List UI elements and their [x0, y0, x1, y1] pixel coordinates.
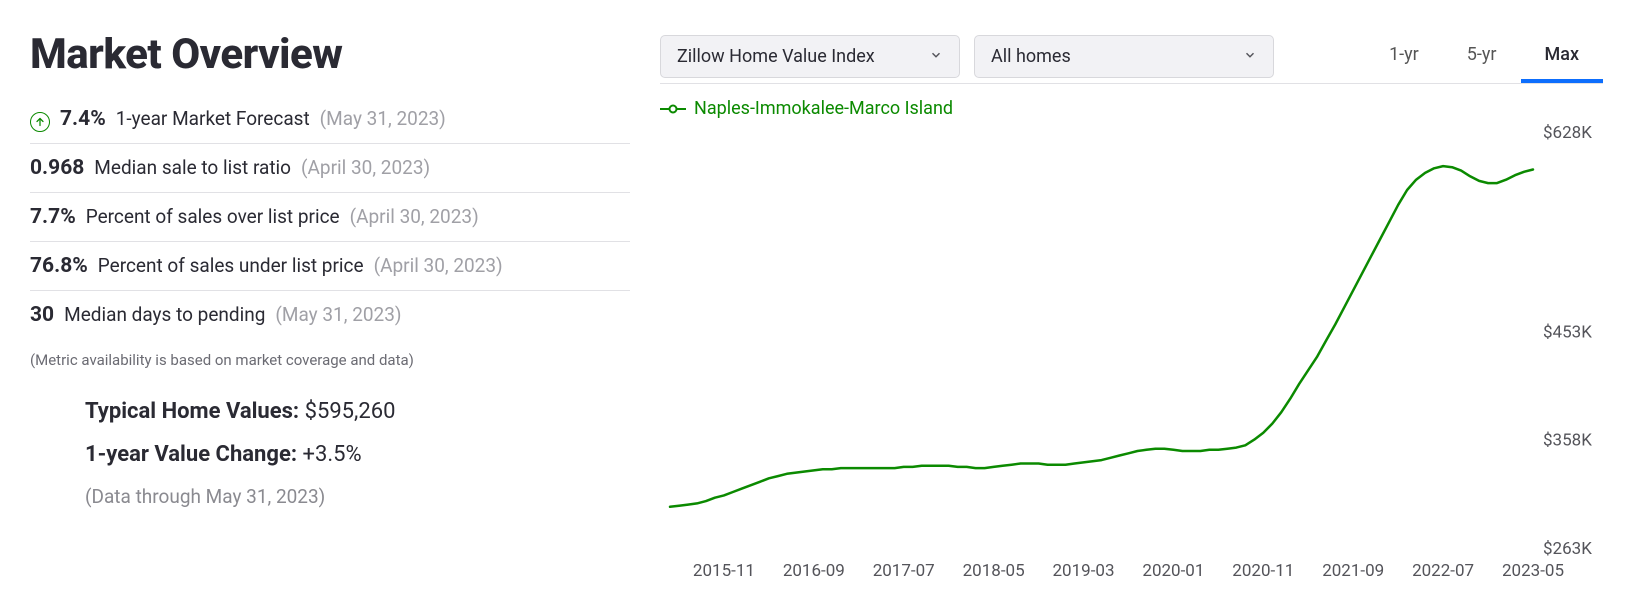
svg-text:$358K: $358K — [1543, 431, 1592, 451]
svg-text:2019-03: 2019-03 — [1053, 561, 1115, 581]
metric-date: (April 30, 2023) — [350, 205, 479, 228]
svg-text:2023-05: 2023-05 — [1502, 561, 1564, 581]
metric-date: (April 30, 2023) — [301, 156, 430, 179]
metric-date: (April 30, 2023) — [374, 254, 503, 277]
chart-controls: Zillow Home Value Index All homes 1-yr5-… — [660, 30, 1603, 84]
metric-value: 7.4% — [60, 107, 106, 131]
chevron-down-icon — [1243, 46, 1257, 67]
summary-block: Typical Home Values: $595,260 1-year Val… — [30, 399, 630, 508]
home-type-select-label: All homes — [991, 46, 1071, 67]
metric-value: 7.7% — [30, 205, 76, 229]
legend-swatch-icon — [660, 104, 686, 114]
svg-text:2020-11: 2020-11 — [1232, 561, 1294, 581]
metric-value: 76.8% — [30, 254, 88, 278]
svg-text:2018-05: 2018-05 — [963, 561, 1025, 581]
home-type-select[interactable]: All homes — [974, 35, 1274, 78]
metrics-list: 7.4% 1-year Market Forecast (May 31, 2023)… — [30, 107, 630, 339]
svg-text:2015-11: 2015-11 — [693, 561, 755, 581]
metric-label: Median days to pending — [64, 303, 265, 326]
metric-date: (May 31, 2023) — [275, 303, 401, 326]
left-panel: Market Overview 7.4% 1-year Market Foreca… — [30, 30, 630, 584]
page-title: Market Overview — [30, 30, 630, 79]
metric-row: 0.968 Median sale to list ratio (April 30,… — [30, 144, 630, 193]
svg-text:2021-09: 2021-09 — [1322, 561, 1384, 581]
metric-date: (May 31, 2023) — [320, 107, 446, 130]
svg-text:$263K: $263K — [1543, 539, 1592, 559]
metric-select[interactable]: Zillow Home Value Index — [660, 35, 960, 78]
chart-area: $263K $358K $453K $628K 2015-11 2016-09 2017-0… — [660, 123, 1603, 584]
metric-row: 7.7% Percent of sales over list price (Apr… — [30, 193, 630, 242]
svg-text:$628K: $628K — [1543, 123, 1592, 143]
metric-label: Percent of sales under list price — [98, 254, 364, 277]
metric-row: 30 Median days to pending (May 31, 2023) — [30, 291, 630, 339]
range-tab-5-yr[interactable]: 5-yr — [1443, 30, 1521, 83]
metric-label: 1-year Market Forecast — [116, 107, 310, 130]
right-panel: Zillow Home Value Index All homes 1-yr5-… — [660, 30, 1603, 584]
metric-value: 30 — [30, 303, 54, 327]
svg-text:2020-01: 2020-01 — [1142, 561, 1204, 581]
metric-label: Median sale to list ratio — [94, 156, 291, 179]
line-chart: $263K $358K $453K $628K 2015-11 2016-09 2017-0… — [660, 123, 1603, 584]
range-tab-1-yr[interactable]: 1-yr — [1365, 30, 1443, 83]
range-tab-max[interactable]: Max — [1521, 30, 1604, 83]
range-tabs: 1-yr5-yrMax — [1365, 30, 1603, 83]
metric-row: 76.8% Percent of sales under list price (A… — [30, 242, 630, 291]
metric-value: 0.968 — [30, 156, 84, 180]
metric-label: Percent of sales over list price — [86, 205, 340, 228]
summary-date-note: (Data through May 31, 2023) — [85, 485, 630, 508]
typical-home-values: Typical Home Values: $595,260 — [85, 399, 630, 424]
chart-legend: Naples-Immokalee-Marco Island — [660, 98, 1603, 119]
svg-text:$453K: $453K — [1543, 322, 1592, 342]
svg-text:2017-07: 2017-07 — [873, 561, 935, 581]
metrics-footnote: (Metric availability is based on market … — [30, 351, 630, 369]
chevron-down-icon — [929, 46, 943, 67]
metric-select-label: Zillow Home Value Index — [677, 46, 875, 67]
one-year-change: 1-year Value Change: +3.5% — [85, 442, 630, 467]
metric-row: 7.4% 1-year Market Forecast (May 31, 2023) — [30, 107, 630, 144]
arrow-up-icon — [30, 112, 50, 132]
legend-series-label: Naples-Immokalee-Marco Island — [694, 98, 953, 119]
svg-text:2016-09: 2016-09 — [783, 561, 845, 581]
svg-text:2022-07: 2022-07 — [1412, 561, 1474, 581]
